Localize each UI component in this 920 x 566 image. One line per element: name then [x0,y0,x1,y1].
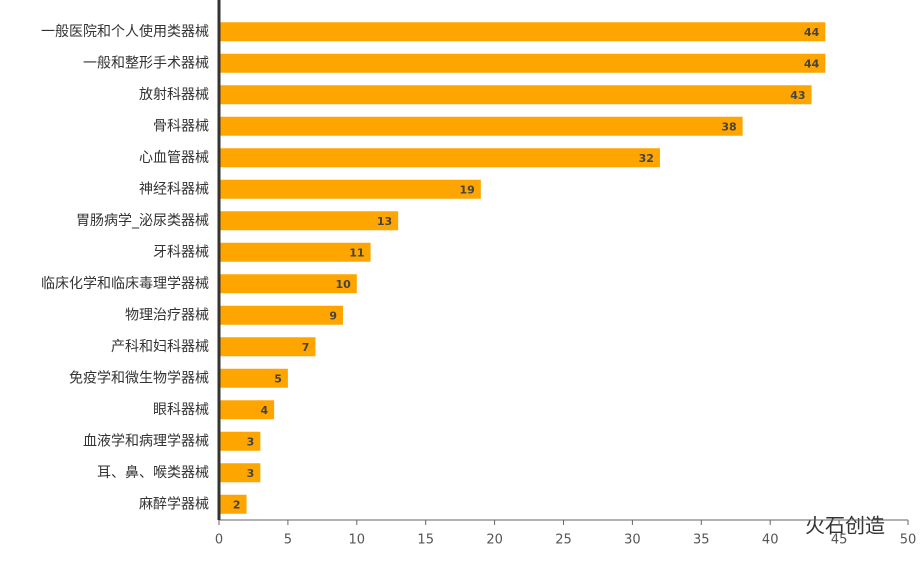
value-label: 10 [335,278,351,291]
value-label: 2 [233,498,241,511]
y-tick-label: 眼科器械 [153,402,209,418]
bar [219,22,826,42]
bar [219,337,316,357]
x-tick-label: 25 [555,533,572,548]
x-tick-label: 10 [349,533,366,548]
value-label: 7 [302,341,310,354]
value-label: 13 [377,215,392,228]
y-tick-label: 放射科器械 [139,87,209,103]
value-label: 44 [804,26,820,39]
y-tick-label: 骨科器械 [153,118,209,134]
x-tick-label: 35 [693,533,710,548]
x-tick-label: 50 [900,533,917,548]
value-label: 19 [460,183,475,196]
value-label: 38 [721,120,736,133]
value-label: 4 [260,404,268,417]
y-tick-label: 产科和妇科器械 [111,338,209,355]
x-tick-label: 30 [624,533,641,548]
value-label: 44 [804,57,820,70]
y-tick-label: 神经科器械 [139,181,209,197]
x-tick-label: 20 [486,533,503,548]
value-label: 3 [247,435,255,448]
value-label: 5 [274,372,282,385]
x-tick-label: 5 [284,533,292,548]
y-tick-label: 麻醉学器械 [139,496,209,512]
value-label: 32 [639,152,654,165]
watermark: 火石创造 [805,514,885,538]
bar [219,179,481,199]
bar [219,305,344,325]
bar [219,116,743,136]
bar [219,85,812,105]
bar [219,211,399,231]
bar [219,53,826,73]
y-tick-label: 血液学和病理学器械 [83,433,209,449]
y-tick-label: 耳、鼻、喉类器械 [97,464,209,481]
value-label: 11 [349,246,364,259]
y-tick-label: 物理治疗器械 [125,307,209,323]
y-tick-label: 免疫学和微生物学器械 [69,370,209,386]
y-tick-label: 心血管器械 [139,150,209,166]
bar [219,400,275,420]
y-tick-label: 一般和整形手术器械 [83,55,209,71]
x-tick-label: 0 [215,533,223,548]
bar [219,242,371,262]
y-tick-label: 临床化学和临床毒理学器械 [41,276,209,292]
value-label: 3 [247,467,255,480]
x-tick-label: 45 [831,533,848,548]
x-tick-label: 15 [417,533,434,548]
x-tick-label: 40 [762,533,779,548]
y-tick-label: 牙科器械 [153,244,209,260]
bar [219,431,261,451]
y-tick-label: 一般医院和个人使用类器械 [41,23,209,40]
y-tick-label: 胃肠病学_泌尿类器械 [76,213,209,229]
value-label: 9 [329,309,337,322]
bar [219,368,288,388]
bar [219,274,357,294]
bar [219,463,261,483]
value-label: 43 [790,89,805,102]
bar [219,494,247,514]
bar [219,148,660,168]
